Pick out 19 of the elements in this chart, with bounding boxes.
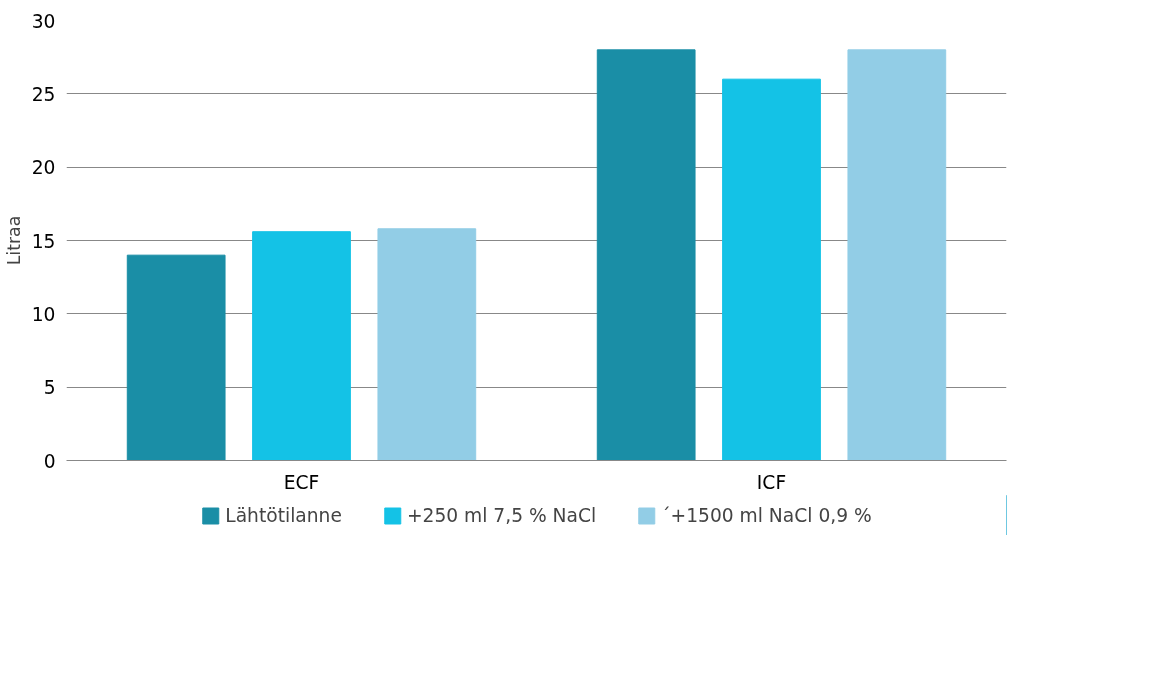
legend-label: +250 ml 7,5 % NaCl (406, 504, 597, 526)
y-tick-label: 30 (31, 10, 56, 32)
legend-label: ´+1500 ml NaCl 0,9 % (661, 504, 872, 526)
x-tick-label: ECF (283, 471, 320, 493)
y-tick-label: 5 (43, 377, 56, 399)
x-tick-label: ICF (756, 471, 787, 493)
y-tick-label: 20 (31, 157, 56, 179)
y-tick-label: 0 (43, 450, 56, 472)
y-tick-label: 15 (31, 230, 56, 252)
bar (377, 228, 477, 461)
legend-label: Lähtötilanne (225, 504, 342, 526)
bar (847, 49, 947, 461)
y-axis-title: Litraa (3, 215, 24, 266)
bar (126, 254, 226, 461)
y-tick-label: 25 (31, 83, 56, 105)
y-tick-label: 10 (31, 303, 56, 325)
bar (252, 231, 351, 461)
bar (722, 78, 821, 461)
bar (596, 49, 696, 461)
